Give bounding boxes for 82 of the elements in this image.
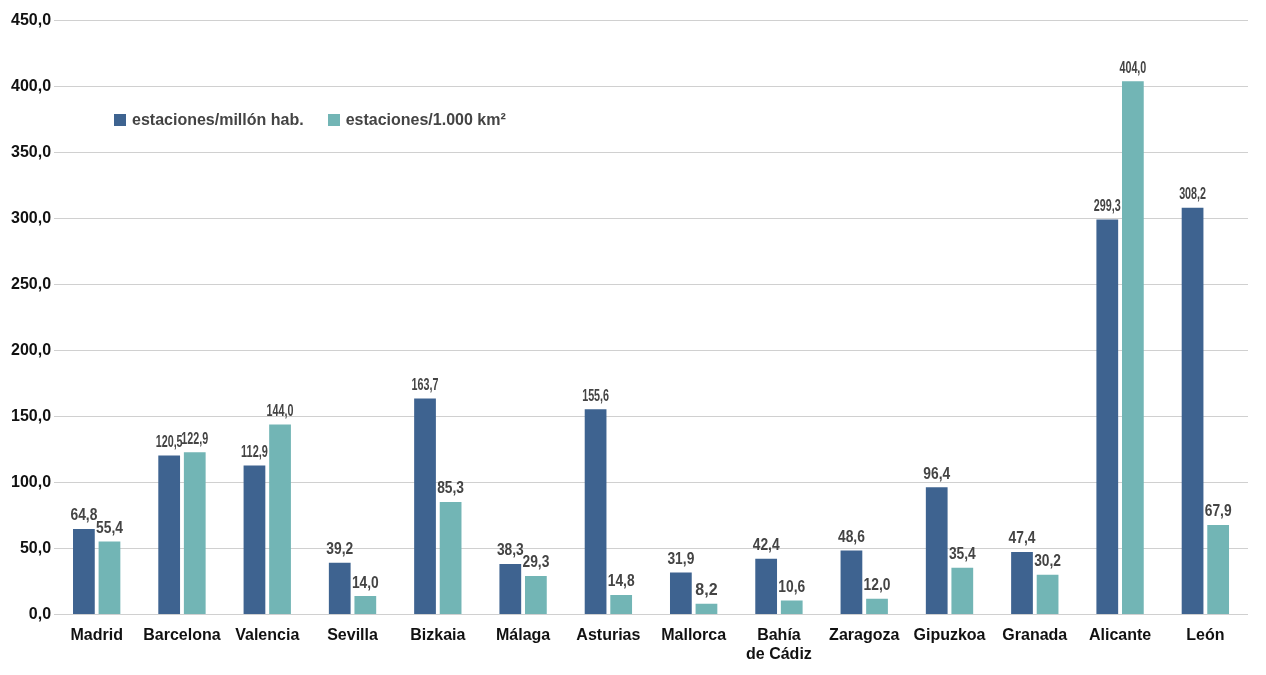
bar	[158, 455, 181, 615]
data-label: 299,3	[1093, 196, 1122, 215]
bar	[1207, 524, 1230, 615]
bar	[439, 502, 462, 615]
data-label: 30,2	[1034, 551, 1062, 570]
x-tick-label: Zaragoza	[829, 625, 900, 643]
y-tick-label: 50,0	[19, 539, 52, 557]
bar	[354, 596, 377, 615]
bar	[695, 603, 718, 615]
data-label: 48,6	[838, 526, 865, 546]
data-label: 163,7	[411, 375, 439, 394]
data-label: 96,4	[923, 463, 951, 482]
data-label: 55,4	[96, 517, 124, 537]
y-tick-label: 150,0	[10, 407, 52, 425]
x-tick-label: León	[1186, 625, 1225, 643]
x-tick-label: Alicante	[1088, 625, 1152, 643]
x-tick-label: Bahía de Cádiz	[746, 625, 812, 662]
data-label: 47,4	[1008, 528, 1037, 547]
data-label: 29,3	[522, 552, 550, 571]
y-tick-label: 0,0	[28, 605, 52, 623]
bar	[328, 562, 351, 615]
x-tick-label: Málaga	[495, 625, 551, 643]
bar	[525, 575, 547, 615]
y-tick-label: 400,0	[10, 77, 52, 95]
bar	[610, 595, 633, 615]
bar	[1121, 81, 1144, 615]
data-label: 67,9	[1204, 501, 1232, 520]
bar	[1011, 552, 1033, 615]
x-tick-label: Sevilla	[327, 625, 378, 643]
y-tick-label: 200,0	[10, 341, 52, 359]
y-tick-label: 450,0	[10, 11, 52, 29]
data-label: 38,3	[496, 540, 524, 559]
bar	[98, 541, 121, 615]
bar	[951, 567, 974, 615]
data-label: 35,4	[948, 544, 977, 563]
data-label: 31,9	[667, 548, 695, 568]
x-tick-label: Gipuzkoa	[913, 625, 986, 643]
bar	[755, 558, 778, 615]
y-tick-label: 100,0	[10, 473, 52, 491]
data-label: 122,9	[181, 429, 209, 448]
data-label: 10,6	[778, 577, 806, 596]
bar	[840, 550, 863, 615]
bar	[584, 409, 607, 615]
bar	[269, 424, 291, 615]
data-label: 8,2	[695, 581, 718, 599]
legend-label: estaciones/millón hab.	[132, 110, 304, 129]
data-label: 14,8	[607, 571, 635, 590]
data-label: 308,2	[1179, 185, 1207, 203]
y-tick-label: 300,0	[10, 209, 52, 227]
bar	[1181, 207, 1204, 615]
x-tick-label: Mallorca	[661, 625, 727, 643]
data-label: 120,5	[155, 432, 183, 451]
bar	[183, 452, 206, 615]
x-tick-label: Bizkaia	[410, 625, 466, 643]
x-tick-label: Barcelona	[143, 625, 221, 643]
bar	[925, 487, 948, 615]
legend-label: estaciones/1.000 km²	[345, 110, 506, 129]
bar	[866, 598, 888, 615]
x-tick-label: Asturias	[576, 625, 641, 643]
bar	[780, 600, 803, 615]
data-label: 155,6	[582, 386, 610, 405]
data-label: 112,9	[241, 442, 269, 461]
bar	[670, 572, 692, 615]
bar	[414, 398, 436, 615]
data-label: 85,3	[437, 478, 465, 497]
x-tick-label: Madrid	[70, 625, 123, 643]
bar	[73, 529, 95, 615]
data-label: 404,0	[1119, 58, 1147, 77]
data-label: 42,4	[752, 535, 781, 554]
x-tick-label: Granada	[1002, 625, 1068, 643]
bar	[1096, 219, 1119, 615]
data-label: 12,0	[863, 575, 891, 594]
y-tick-label: 250,0	[10, 275, 52, 293]
x-tick-label: Valencia	[235, 625, 300, 643]
bar	[243, 465, 266, 615]
data-label: 64,8	[70, 505, 98, 524]
data-label: 39,2	[326, 539, 354, 558]
y-tick-label: 350,0	[10, 143, 52, 161]
data-label: 144,0	[266, 401, 294, 420]
data-label: 14,0	[351, 572, 379, 591]
bar	[499, 564, 522, 615]
bar	[1036, 574, 1059, 615]
